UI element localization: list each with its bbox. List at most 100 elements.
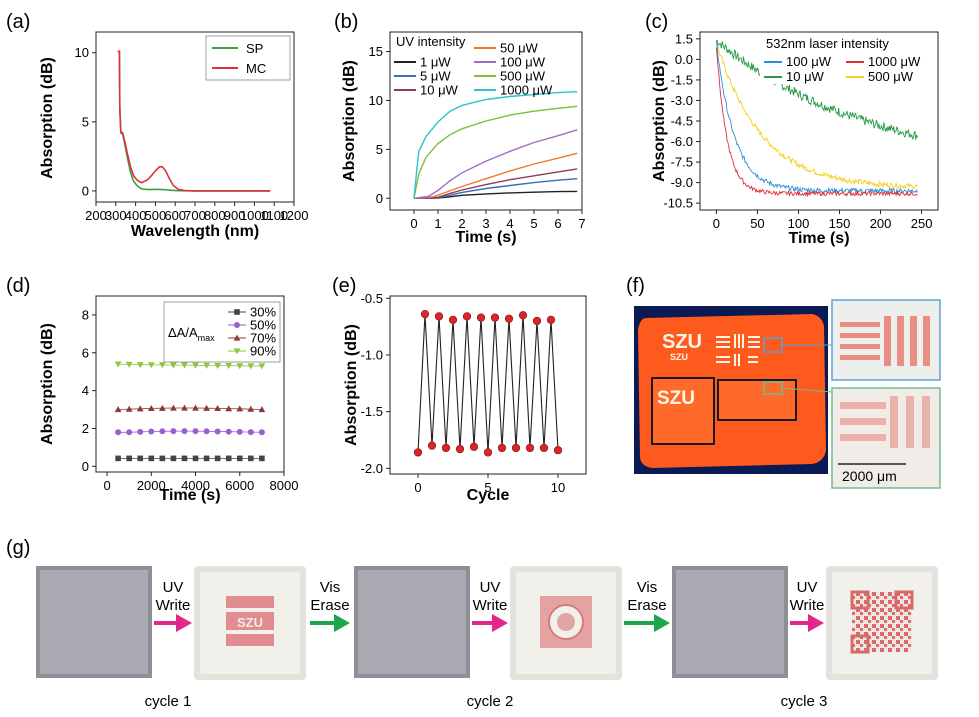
- y-tick-label-ticks-d-0: 0: [82, 459, 89, 474]
- point-d-3-3: [147, 362, 155, 369]
- point-e-2: [427, 441, 437, 450]
- point-e-11: [490, 313, 500, 322]
- x-tick-label-ticks-a-4: 600: [164, 208, 186, 223]
- x-tick-label-ticks-b-3: 3: [482, 216, 489, 231]
- point-d-2-0: [114, 406, 122, 413]
- panel-label-e: (e): [332, 275, 356, 297]
- point-e-3: [434, 312, 444, 321]
- legend-label-b-0: 1 μW: [420, 55, 451, 70]
- point-e-7: [462, 312, 472, 321]
- brand-text-large: SZU: [662, 331, 702, 353]
- brand-text-small: SZU: [670, 352, 688, 362]
- axis-ticks-c: 0 50 100 150 200 250 1.5 0.0 -1.5 -3.0 -4.5 -6.0 -7.…: [663, 31, 932, 231]
- point-e-1: [420, 310, 430, 319]
- panel-label-g: (g): [6, 537, 30, 559]
- point-d-3-9: [214, 363, 222, 370]
- point-e-12: [497, 443, 507, 453]
- legend-title-c: 532nm laser intensity: [766, 36, 889, 51]
- y-tick-label-ticks-e-2: -1.5: [361, 404, 383, 419]
- x-axis-label-c: Time (s): [788, 230, 849, 247]
- x-tick-label-ticks-a-9: 1100: [260, 208, 288, 223]
- point-d-0-11: [236, 455, 243, 462]
- series-line-c-0: [715, 40, 918, 195]
- point-d-1-7: [192, 428, 199, 435]
- scale-bar-label: 2000 μm: [842, 468, 897, 484]
- y-axis-label-c: Absorption (dB): [651, 60, 668, 182]
- legend-marker-d-3: [233, 348, 241, 355]
- process-arrow-head-0: [176, 614, 192, 632]
- point-d-3-8: [203, 362, 210, 369]
- x-tick-label-ticks-b-6: 6: [554, 216, 561, 231]
- point-d-3-10: [225, 363, 233, 370]
- step-label-2-0: Write: [156, 597, 191, 614]
- point-d-2-7: [192, 404, 199, 411]
- y-tick-label-ticks-e-3: -2.0: [361, 461, 383, 476]
- point-d-3-6: [181, 362, 188, 369]
- legend-label-b-6: 1000 μW: [500, 83, 553, 98]
- point-d-1-10: [225, 428, 232, 435]
- x-tick-label-ticks-a-0: 200: [85, 208, 107, 223]
- x-tick-label-ticks-a-1: 300: [105, 208, 127, 223]
- x-tick-label-ticks-b-0: 0: [410, 216, 417, 231]
- point-d-3-1: [125, 361, 133, 368]
- legend-box-c: [760, 34, 936, 84]
- legend-label-d-2: 70%: [250, 331, 276, 346]
- point-d-2-6: [181, 404, 188, 411]
- point-e-6: [455, 444, 465, 454]
- series-line-c-1: [715, 47, 918, 198]
- y-tick-label-ticks-c-7: -9.0: [671, 175, 693, 190]
- point-e-10: [483, 448, 493, 457]
- point-d-3-13: [258, 363, 266, 370]
- y-tick-label-ticks-b-2: 10: [369, 93, 383, 108]
- axis-ticks-d: 0 2000 4000 6000 8000 0 2 4 6 8: [82, 307, 299, 493]
- y-axis-label-d: Absorption (dB): [39, 323, 56, 445]
- legend-title-d: ΔA/Amax: [168, 325, 215, 343]
- point-d-1-9: [214, 428, 221, 435]
- point-d-1-12: [247, 429, 254, 436]
- y-tick-label-ticks-c-8: -10.5: [663, 196, 693, 211]
- plot-frame-d: [95, 295, 285, 473]
- point-d-1-11: [236, 428, 243, 435]
- point-e-5: [448, 315, 458, 324]
- y-tick-label-ticks-d-1: 2: [82, 421, 89, 436]
- legend-label-d-0: 30%: [250, 305, 276, 320]
- x-tick-label-ticks-a-10: 1200: [280, 208, 309, 223]
- series-group-a: [117, 50, 271, 192]
- point-e-17: [532, 316, 542, 326]
- point-d-3-2: [136, 362, 144, 369]
- step-label-2-3: Erase: [627, 597, 666, 614]
- series-group-c: [715, 39, 918, 198]
- legend-marker-d-1: [234, 322, 240, 328]
- series-group-e: [413, 310, 563, 457]
- y-tick-label-ticks-c-4: -4.5: [671, 114, 693, 129]
- point-d-3-0: [114, 361, 122, 368]
- point-d-2-2: [136, 405, 144, 412]
- point-e-4: [441, 443, 451, 453]
- panel-c: (c) 0 50 100 150 200 250 1.5 0.0 -1.5 -3.0 -4.5 -6.…: [645, 11, 939, 247]
- y-tick-label-ticks-c-3: -3.0: [671, 93, 693, 108]
- y-tick-label-ticks-c-2: -1.5: [671, 72, 693, 87]
- point-d-0-7: [192, 455, 199, 462]
- legend-label-d-3: 90%: [250, 344, 276, 359]
- x-tick-label-ticks-b-5: 5: [530, 216, 537, 231]
- series-line-c-2: [716, 39, 918, 140]
- y-tick-label-ticks-c-0: 1.5: [675, 31, 693, 46]
- process-arrow-head-3: [654, 614, 670, 632]
- inset-zoom-top: [831, 299, 941, 381]
- legend-d: ΔA/Amax 30%50%70%90%: [163, 301, 281, 363]
- point-d-0-1: [126, 455, 132, 462]
- point-d-1-5: [170, 428, 177, 435]
- point-d-2-12: [247, 405, 255, 412]
- point-e-18: [539, 443, 549, 453]
- point-d-2-8: [203, 404, 210, 411]
- x-tick-label-ticks-c-1: 50: [750, 216, 764, 231]
- y-tick-label-ticks-a-1: 5: [82, 114, 89, 129]
- legend-c: 532nm laser intensity 100 μW 1000 μW 10 …: [760, 34, 936, 84]
- point-e-8: [469, 442, 479, 451]
- y-tick-label-ticks-b-3: 15: [369, 44, 383, 59]
- legend-label-b-3: 50 μW: [500, 41, 539, 56]
- step-label-2-2: Write: [473, 597, 508, 614]
- panel-e: (e) 0 5 10 -0.5 -1.0 -1.5 -2.0 Cycle Absorptio…: [332, 275, 587, 504]
- x-tick-label-ticks-a-7: 900: [224, 208, 246, 223]
